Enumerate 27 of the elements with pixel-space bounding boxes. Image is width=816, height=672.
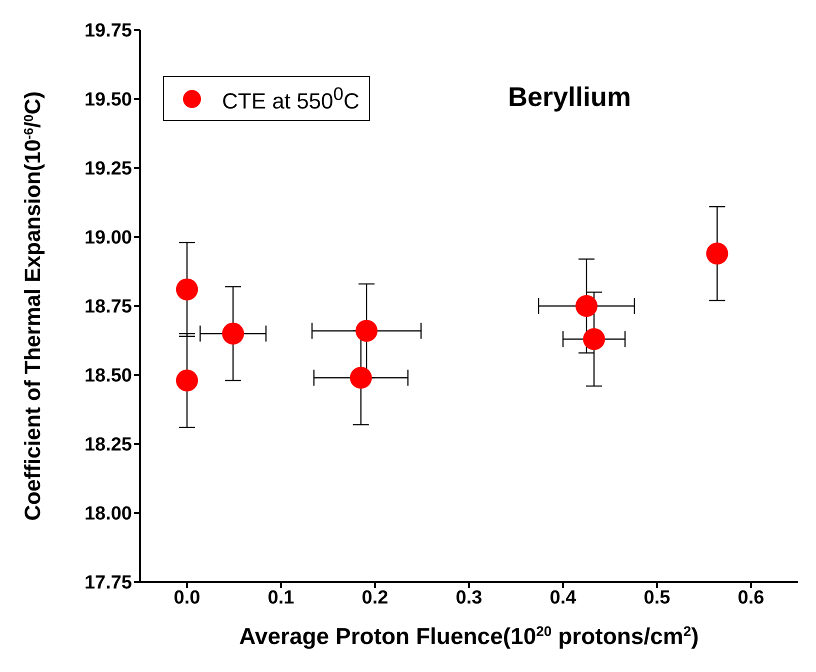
- x-tick-label: 0.1: [268, 587, 295, 608]
- point: [176, 370, 198, 392]
- text: Beryllium: [508, 82, 632, 113]
- y-tick-label: 17.75: [84, 572, 132, 594]
- x-tick-label: 0.3: [456, 587, 482, 608]
- x-tick-label: 0.0: [174, 587, 200, 608]
- y-tick-label: 19.75: [84, 20, 132, 42]
- x-tick-label: 0.2: [362, 587, 388, 608]
- x-tick-label: 0.6: [738, 587, 764, 608]
- y-tick-label: 19.00: [84, 228, 132, 249]
- point: [350, 366, 372, 389]
- y-tick-label: 18.00: [84, 504, 132, 525]
- legend-label: CTE at 550$^{0}$C: [222, 83, 360, 114]
- x-tick-label: 0.5: [644, 587, 671, 608]
- y-tick-label: 18.50: [84, 366, 132, 387]
- y-tick-label: 19.25: [84, 158, 132, 180]
- y-tick-label: 19.50: [84, 90, 132, 111]
- point: [583, 328, 606, 350]
- point: [576, 295, 598, 317]
- point: [356, 320, 378, 342]
- point: [706, 242, 728, 265]
- point: [176, 278, 198, 300]
- point: [222, 322, 244, 345]
- x-tick-label: 0.4: [550, 587, 577, 608]
- x-axis-title: Average Proton Fluence(10$^{20}$ protons/cm$^{2}$): [239, 623, 699, 649]
- y-tick-label: 18.25: [84, 434, 132, 456]
- y-tick-label: 18.75: [84, 296, 132, 318]
